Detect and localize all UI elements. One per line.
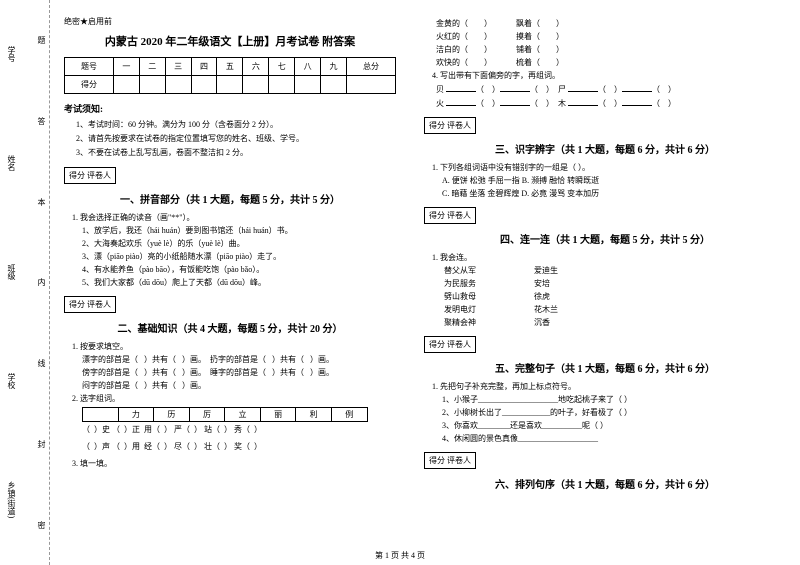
- pair: 发明电灯花木兰: [444, 304, 786, 315]
- rad-row: 火 （ ）（ ） 木 （ ）（ ）: [436, 97, 786, 109]
- label-xingming: 姓名: [6, 151, 17, 175]
- section-2-title: 二、基础知识（共 4 大题，每题 5 分，共计 20 分）: [64, 320, 396, 335]
- pair: 为民服务安培: [444, 278, 786, 289]
- q2-2: 2. 选字组词。: [72, 393, 396, 404]
- section-4-title: 四、连一连（共 1 大题，每题 5 分，共计 5 分）: [424, 231, 786, 246]
- opt: A. 便饼 松弛 手屈一指 B. 濒搏 融恰 转瞬既逝: [442, 175, 786, 186]
- page-footer: 第 1 页 共 4 页: [0, 550, 800, 561]
- char-row: （ ）声 （ ）用 经（ ） 尽（ ） 壮（ ） 奖（ ）: [82, 441, 396, 452]
- notice-title: 考试须知:: [64, 102, 396, 115]
- score-table: 题号 一 二 三 四 五 六 七 八 九 总分 得分: [64, 57, 396, 94]
- pair: 替父从军爱迪生: [444, 265, 786, 276]
- q-item: 3、漂（piāo piào）亮的小纸船随水漂（piāo piào）走了。: [82, 251, 396, 262]
- pair: 劈山救母徐虎: [444, 291, 786, 302]
- q-item: 2、大海奏起欢乐（yuè lè）的乐（yuè lè）曲。: [82, 238, 396, 249]
- score-box: 得分 评卷人: [424, 452, 476, 469]
- q-item: 4、有水能养鱼（pào bāo），有饭能吃饱（pào bǎo）。: [82, 264, 396, 275]
- score-box: 得分 评卷人: [424, 117, 476, 134]
- fill-row: 漂字的部首是（ ）共有（ ）画。 扔字的部首是（ ）共有（ ）画。: [82, 354, 396, 365]
- char-row: （ ）史 （ ）正 用（ ） 严（ ） 站（ ） 秀（ ）: [82, 424, 396, 435]
- q3: 1. 下列各组词语中没有错别字的一组是（ ）。: [432, 162, 786, 173]
- char-table: 力历厉立丽利例: [82, 407, 368, 422]
- fill-row: 傍字的部首是（ ）共有（ ）画。 睡字的部首是（ ）共有（ ）画。: [82, 367, 396, 378]
- q2-3: 3. 填一填。: [72, 458, 396, 469]
- left-column: 绝密★启用前 内蒙古 2020 年二年级语文【上册】月考试卷 附答案 题号 一 …: [50, 0, 410, 565]
- q-item: 1、放学后，我还（hái huán）要到图书馆还（hái huán）书。: [82, 225, 396, 236]
- right-column: 金黄的（ ） 飘着（ ） 火红的（ ） 摸着（ ） 洁白的（ ） 铺着（ ） 欢…: [410, 0, 800, 565]
- pair-line: 火红的（ ） 摸着（ ）: [436, 31, 786, 42]
- seal-text: 内: [36, 278, 47, 286]
- seal-text: 线: [36, 359, 47, 367]
- seal-text: 封: [36, 440, 47, 448]
- section-3-title: 三、识字辨字（共 1 大题，每题 6 分，共计 6 分）: [424, 141, 786, 156]
- q4: 4. 写出带有下面偏旁的字，再组词。: [432, 70, 786, 81]
- q4c: 1. 我会连。: [432, 252, 786, 263]
- label-xiangzhen: 乡镇(街道): [6, 477, 17, 522]
- exam-title: 内蒙古 2020 年二年级语文【上册】月考试卷 附答案: [64, 33, 396, 49]
- row-label: 题号: [65, 58, 114, 76]
- q2-1: 1. 按要求填空。: [72, 341, 396, 352]
- label-xuexiao: 学校: [6, 369, 17, 393]
- notice-item: 2、请首先按要求在试卷的指定位置填写您的姓名、班级、学号。: [76, 133, 396, 144]
- pair-line: 金黄的（ ） 飘着（ ）: [436, 18, 786, 29]
- secrecy-label: 绝密★启用前: [64, 16, 396, 27]
- pair-line: 洁白的（ ） 铺着（ ）: [436, 44, 786, 55]
- section-6-title: 六、排列句序（共 1 大题，每题 6 分，共计 6 分）: [424, 476, 786, 491]
- binding-sidebar: 学号 姓名 班级 学校 乡镇(街道) 题 答 本 内 线 封 密: [0, 0, 50, 565]
- pair: 聚精会神沉香: [444, 317, 786, 328]
- pair-line: 欢快的（ ） 梳着（ ）: [436, 57, 786, 68]
- section-5-title: 五、完整句子（共 1 大题，每题 6 分，共计 6 分）: [424, 360, 786, 375]
- section-1-title: 一、拼音部分（共 1 大题，每题 5 分，共计 5 分）: [64, 191, 396, 206]
- seal-text: 本: [36, 198, 47, 206]
- notice-item: 1、考试时间：60 分钟。满分为 100 分（含卷面分 2 分）。: [76, 119, 396, 130]
- seal-text: 答: [36, 117, 47, 125]
- score-box: 得分 评卷人: [424, 336, 476, 353]
- score-box: 得分 评卷人: [64, 167, 116, 184]
- rad-row: 贝 （ ）（ ） 尸 （ ）（ ）: [436, 83, 786, 95]
- notice-item: 3、不要在试卷上乱写乱画，卷面不整洁扣 2 分。: [76, 147, 396, 158]
- seal-text: 密: [36, 521, 47, 529]
- s5-item: 2、小柳树长出了____________的叶子，好看极了（ ）: [442, 407, 786, 418]
- score-box: 得分 评卷人: [424, 207, 476, 224]
- label-xuehao: 学号: [6, 42, 17, 66]
- row-label: 得分: [65, 76, 114, 94]
- s5-item: 4、休闲圆的景色真像____________________: [442, 433, 786, 444]
- s5-item: 1、小猴子____________________地吃起桃子来了（ ）: [442, 394, 786, 405]
- fill-row: 闷字的部首是（ ）共有（ ）画。: [82, 380, 396, 391]
- label-banji: 班级: [6, 260, 17, 284]
- score-box: 得分 评卷人: [64, 296, 116, 313]
- seal-text: 题: [36, 36, 47, 44]
- q1: 1. 我会选择正确的读音（画"**"）。: [72, 212, 396, 223]
- s5-item: 3、你喜欢________还是喜欢__________呢（ ）: [442, 420, 786, 431]
- q-item: 5、我们大家都（dū dōu）爬上了天都（dū dōu）峰。: [82, 277, 396, 288]
- opt: C. 暗藉 坐落 金碧辉煌 D. 必竟 漫骂 变本加历: [442, 188, 786, 199]
- q5: 1. 先把句子补充完整，再加上标点符号。: [432, 381, 786, 392]
